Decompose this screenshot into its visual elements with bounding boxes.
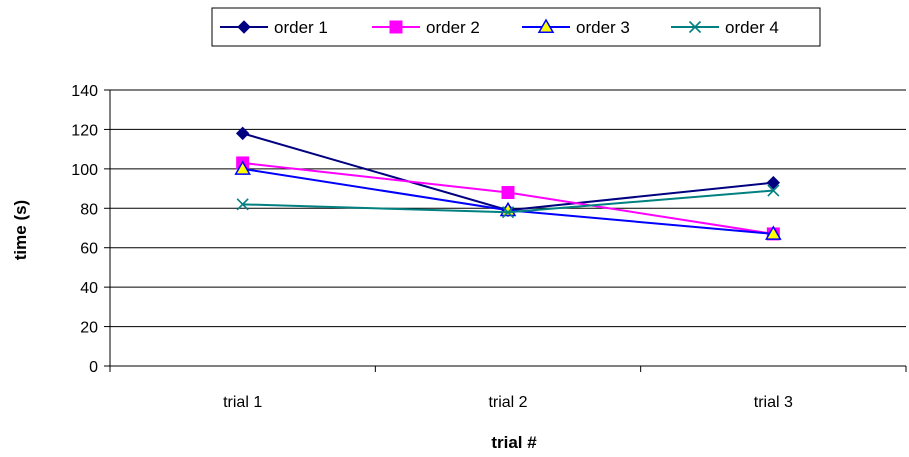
data-point bbox=[501, 206, 515, 219]
legend-label: order 4 bbox=[725, 18, 779, 37]
legend-item: order 3 bbox=[522, 18, 630, 37]
data-point bbox=[767, 184, 780, 197]
data-point bbox=[234, 160, 251, 175]
y-axis-title: time (s) bbox=[11, 200, 30, 260]
data-point bbox=[766, 175, 781, 190]
x-marker-stroke bbox=[236, 198, 249, 211]
data-point bbox=[501, 186, 515, 200]
series-order-3 bbox=[234, 160, 782, 240]
x-tick-label: trial 3 bbox=[754, 394, 793, 411]
legend-item: order 1 bbox=[220, 18, 328, 37]
legend-label: order 3 bbox=[576, 18, 630, 37]
legend-item: order 2 bbox=[372, 18, 480, 37]
x-axis-ticks: trial 1 trial 2 trial 3 bbox=[109, 366, 907, 411]
legend-marker bbox=[537, 18, 555, 33]
data-point bbox=[235, 126, 250, 141]
data-point bbox=[765, 225, 782, 240]
legend-item: order 4 bbox=[671, 18, 779, 37]
y-tick-label: 80 bbox=[80, 201, 98, 218]
y-tick-label: 100 bbox=[71, 162, 98, 179]
x-tick-label: trial 2 bbox=[488, 394, 527, 411]
y-axis-ticks: 0 20 40 60 80 100 120 140 bbox=[71, 83, 110, 376]
legend: order 1 order 2 order 3 order 4 bbox=[211, 7, 821, 47]
axes bbox=[109, 90, 906, 367]
y-tick-label: 120 bbox=[71, 122, 98, 139]
x-marker-stroke bbox=[688, 20, 702, 34]
y-tick-label: 20 bbox=[80, 320, 98, 337]
x-marker-stroke bbox=[767, 184, 780, 197]
legend-label: order 2 bbox=[426, 18, 480, 37]
legend-marker bbox=[688, 20, 702, 34]
series-group bbox=[234, 126, 782, 241]
legend-marker bbox=[389, 20, 403, 34]
y-tick-label: 40 bbox=[80, 280, 98, 297]
series-line bbox=[242, 167, 774, 235]
legend-label: order 1 bbox=[274, 18, 328, 37]
data-point bbox=[236, 198, 249, 211]
series-order-4 bbox=[236, 184, 780, 219]
y-tick-label: 140 bbox=[71, 83, 98, 100]
y-tick-label: 0 bbox=[89, 359, 98, 376]
x-tick-label: trial 1 bbox=[223, 394, 262, 411]
legend-marker bbox=[237, 20, 251, 34]
y-tick-label: 60 bbox=[80, 241, 98, 258]
x-marker-stroke bbox=[501, 206, 515, 219]
x-axis-title: trial # bbox=[491, 433, 537, 452]
